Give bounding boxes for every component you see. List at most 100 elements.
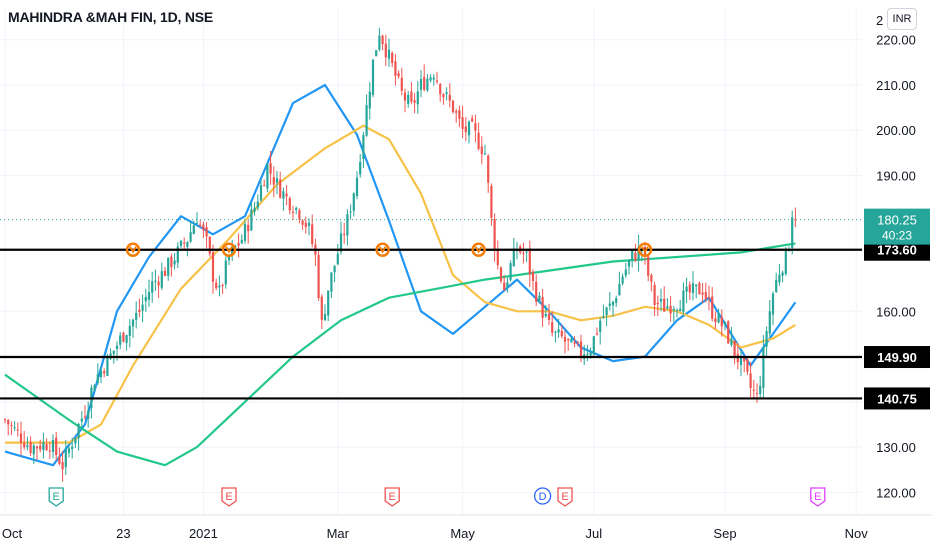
candle-body (77, 424, 80, 439)
candle-body (176, 246, 179, 263)
candle-body (323, 313, 327, 321)
candle-body (551, 322, 554, 333)
candle-body (250, 209, 253, 231)
candle-body (224, 260, 227, 285)
candle-body (544, 313, 547, 317)
candle-body (739, 355, 743, 365)
candle-body (727, 321, 730, 344)
candle-body (346, 214, 349, 236)
candle-body (32, 445, 35, 455)
price-axis[interactable]: 120.00130.00140.00160.00190.00200.00210.… (862, 0, 932, 550)
candle-body (339, 233, 343, 252)
earnings-event-icon (48, 487, 64, 507)
candle-body (304, 222, 307, 228)
candle-body (707, 297, 711, 299)
candle-body (666, 306, 669, 309)
candle-body (403, 92, 407, 101)
candle-body (368, 91, 371, 109)
candle-body (650, 275, 653, 282)
candle-body (64, 449, 67, 467)
candle-body (103, 371, 106, 374)
candle-body (96, 373, 99, 383)
level-price-tag (864, 346, 930, 369)
candle-body (199, 224, 202, 226)
candle-body (627, 260, 631, 267)
candle-body (99, 370, 103, 378)
dividend-event-icon (533, 487, 552, 505)
candle-body (295, 207, 298, 210)
candle-body (663, 298, 666, 312)
time-axis[interactable]: Oct 23 2021 Mar May Jul Sep Nov (0, 514, 932, 541)
candle-body (746, 359, 749, 372)
time-tick-label: Oct (2, 526, 23, 541)
candle-body (400, 77, 403, 91)
candle-body (138, 309, 141, 313)
candle-body (10, 424, 13, 426)
last-price-label: 180.25 (877, 213, 917, 228)
candle-body (695, 284, 698, 287)
candle-body (547, 313, 551, 320)
candle-body (461, 117, 464, 129)
candle-body (93, 385, 96, 391)
candle-body (112, 350, 115, 354)
candle-body (106, 355, 109, 376)
candle-body (311, 224, 314, 245)
time-tick-label: Sep (713, 526, 736, 541)
candle-body (423, 76, 426, 90)
candle-body (394, 61, 397, 76)
candle-body (723, 322, 727, 325)
candle-body (445, 92, 448, 95)
price-tick-label: 220.00 (876, 33, 916, 48)
candle-body (685, 286, 688, 292)
level-price-label: 149.90 (877, 350, 917, 365)
candle-body (211, 252, 215, 282)
candle-body (567, 338, 570, 341)
candle-body (691, 283, 695, 294)
price-tick-label: 210.00 (876, 78, 916, 93)
touch-marker-arrow (225, 246, 233, 254)
candle-body (599, 320, 602, 333)
candle-body (179, 240, 183, 247)
time-tick-label: Mar (327, 526, 350, 541)
candle-body (343, 234, 346, 236)
candle-body (371, 59, 375, 95)
candle-body (87, 410, 90, 419)
candle-body (307, 222, 311, 227)
candle-body (781, 272, 784, 276)
candle-body (426, 78, 429, 91)
candle-body (733, 340, 736, 356)
candle-body (243, 223, 247, 241)
candle-body (576, 341, 579, 343)
candle-body (128, 325, 131, 336)
candle-body (506, 282, 509, 288)
candle-body (122, 332, 125, 342)
candle-body (26, 445, 29, 447)
candle-body (215, 282, 218, 289)
currency-button[interactable]: INR (887, 8, 917, 30)
candle-body (634, 252, 637, 261)
candle-body (39, 445, 42, 450)
candle-body (451, 100, 455, 113)
candle-body (487, 155, 490, 183)
candle-body (669, 305, 672, 314)
candle-body (45, 444, 48, 450)
candle-body (509, 263, 512, 280)
level-price-label: 140.75 (877, 391, 917, 406)
candle-body (58, 456, 61, 464)
touch-marker (637, 242, 653, 257)
candle-body (714, 318, 717, 323)
support-resistance-levels[interactable] (0, 248, 862, 400)
candle-body (141, 304, 144, 311)
candle-body (541, 297, 544, 318)
earnings-event-icon (810, 487, 826, 507)
candle-body (71, 446, 74, 450)
time-tick-label: 23 (116, 526, 130, 541)
candle-body (775, 280, 778, 293)
candle-body (3, 419, 7, 421)
event-label: E (225, 491, 232, 503)
touch-marker (125, 242, 141, 257)
candle-body (525, 251, 528, 253)
